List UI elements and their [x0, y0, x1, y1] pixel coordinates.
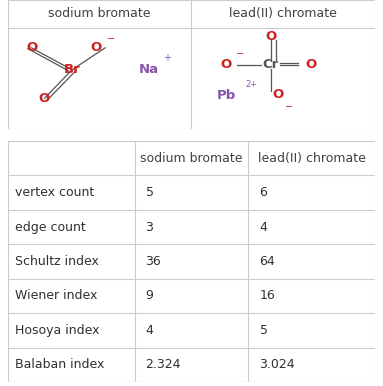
Text: 36: 36 — [146, 255, 161, 268]
Text: 2+: 2+ — [246, 80, 258, 88]
Text: Hosoya index: Hosoya index — [15, 324, 100, 337]
Text: Balaban index: Balaban index — [15, 359, 105, 371]
Text: 4: 4 — [146, 324, 154, 337]
Text: O: O — [90, 41, 101, 54]
Text: sodium bromate: sodium bromate — [48, 7, 151, 20]
Text: Schultz index: Schultz index — [15, 255, 99, 268]
Text: 5: 5 — [260, 324, 267, 337]
Text: Br: Br — [64, 63, 80, 76]
Text: Cr: Cr — [262, 58, 279, 71]
Text: Na: Na — [139, 63, 159, 76]
Text: lead(II) chromate: lead(II) chromate — [258, 152, 366, 164]
Text: lead(II) chromate: lead(II) chromate — [229, 7, 337, 20]
Text: 3: 3 — [146, 220, 154, 234]
Text: 2.324: 2.324 — [146, 359, 181, 371]
Text: 4: 4 — [260, 220, 267, 234]
Text: −: − — [107, 34, 115, 44]
Text: O: O — [26, 41, 37, 54]
Text: 6: 6 — [260, 186, 267, 199]
Text: O: O — [221, 58, 232, 71]
Text: 5: 5 — [146, 186, 154, 199]
Text: 64: 64 — [260, 255, 275, 268]
Text: 9: 9 — [146, 290, 154, 303]
Text: O: O — [265, 30, 276, 43]
Text: O: O — [39, 92, 50, 105]
Text: 3.024: 3.024 — [260, 359, 295, 371]
Text: Pb: Pb — [217, 89, 236, 102]
Text: Wiener index: Wiener index — [15, 290, 97, 303]
Text: sodium bromate: sodium bromate — [140, 152, 243, 164]
Text: 16: 16 — [260, 290, 275, 303]
Text: O: O — [306, 58, 317, 71]
Text: vertex count: vertex count — [15, 186, 94, 199]
Text: −: − — [285, 102, 293, 112]
Text: −: − — [236, 49, 244, 59]
Text: +: + — [163, 53, 171, 63]
Text: O: O — [272, 88, 284, 101]
Text: edge count: edge count — [15, 220, 86, 234]
